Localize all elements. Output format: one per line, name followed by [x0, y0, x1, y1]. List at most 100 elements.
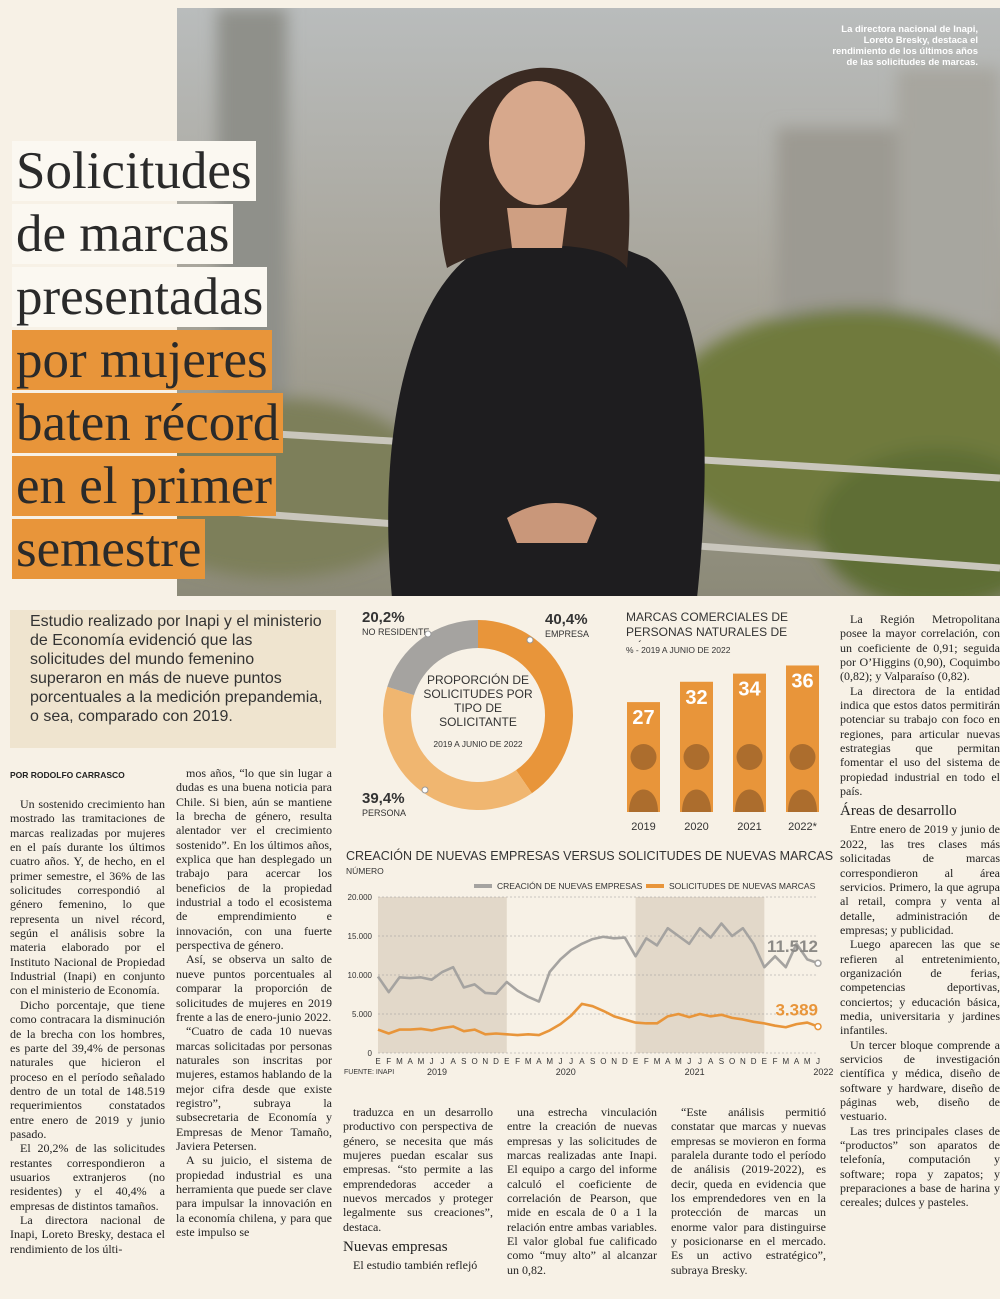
- figure-head: [789, 744, 816, 770]
- x-tick-label: F: [644, 1057, 649, 1066]
- y-tick-label: 10.000: [348, 971, 373, 980]
- paragraph: “Cuatro de cada 10 nuevas marcas solicit…: [176, 1024, 332, 1153]
- label-dot: [424, 630, 432, 638]
- paragraph: “Este análisis permitió constatar que ma…: [671, 1105, 826, 1277]
- x-tick-label: O: [729, 1057, 735, 1066]
- year-label: 2022: [813, 1067, 833, 1077]
- byline: POR RODOLFO CARRASCO: [10, 770, 125, 780]
- headline-line: presentadas: [12, 267, 268, 327]
- subhead: Nuevas empresas: [343, 1239, 448, 1256]
- photo: [177, 8, 1000, 596]
- x-tick-label: E: [504, 1057, 509, 1066]
- paragraph: A su juicio, el sistema de propiedad ind…: [176, 1153, 332, 1239]
- x-tick-label: M: [418, 1057, 425, 1066]
- bar: [733, 673, 766, 812]
- donut-title: PROPORCIÓN DE SOLICITUDES POR TIPO DE SO…: [423, 673, 533, 729]
- x-tick-label: J: [687, 1057, 691, 1066]
- bar-title-box: MARCAS COMERCIALES DE PERSONAS NATURALES…: [626, 610, 789, 642]
- x-tick-label: A: [665, 1057, 671, 1066]
- y-tick-label: 0: [368, 1049, 373, 1058]
- x-tick-label: A: [450, 1057, 456, 1066]
- donut-segment: [382, 686, 532, 810]
- bar-subtitle: % - 2019 A JUNIO DE 2022: [626, 645, 731, 655]
- bar-value: 27: [632, 707, 654, 729]
- donut-subtitle: 2019 A JUNIO DE 2022: [433, 739, 523, 749]
- end-label: 11.512: [767, 937, 818, 956]
- x-tick-label: E: [633, 1057, 638, 1066]
- x-tick-label: D: [751, 1057, 757, 1066]
- x-tick-label: S: [590, 1057, 595, 1066]
- y-axis-label: NÚMERO: [346, 866, 384, 876]
- lead: Estudio realizado por Inapi y el ministe…: [10, 610, 336, 748]
- x-tick-label: J: [569, 1057, 573, 1066]
- headline-line: baten récord: [12, 393, 284, 453]
- paragraph: mos años, “lo que sin lugar a dudas es u…: [176, 766, 332, 953]
- end-dot: [814, 959, 822, 967]
- x-tick-label: A: [794, 1057, 800, 1066]
- x-tick-label: J: [440, 1057, 444, 1066]
- value-label: 39,4%: [362, 790, 405, 807]
- figure-body: [682, 789, 711, 812]
- legend-label: CREACIÓN DE NUEVAS EMPRESAS: [497, 881, 643, 891]
- headline-line: semestre: [12, 519, 206, 579]
- donut-segment: [478, 620, 573, 794]
- x-tick-label: F: [515, 1057, 520, 1066]
- x-tick-label: M: [654, 1057, 661, 1066]
- x-tick-label: M: [525, 1057, 532, 1066]
- text-column: traduzca en un desarrollo productivo con…: [343, 1105, 493, 1297]
- paragraph: una estrecha vinculación entre la creaci…: [507, 1105, 657, 1277]
- paragraph: La Región Metropolitana posee la mayor c…: [840, 612, 1000, 684]
- x-tick-label: M: [396, 1057, 403, 1066]
- text-column: una estrecha vinculación entre la creaci…: [507, 1105, 657, 1297]
- paragraph: Así, se observa un salto de nueve puntos…: [176, 952, 332, 1024]
- paragraph: Entre enero de 2019 y junio de 2022, las…: [840, 822, 1000, 937]
- paragraph: traduzca en un desarrollo productivo con…: [343, 1105, 493, 1234]
- x-tick-label: A: [579, 1057, 585, 1066]
- paragraph: Las tres principales clases de “producto…: [840, 1123, 1000, 1210]
- bar-title: MARCAS COMERCIALES DE PERSONAS NATURALES…: [626, 610, 789, 642]
- x-tick-label: J: [558, 1057, 562, 1066]
- paragraph: Un tercer bloque comprende a servicios d…: [840, 1037, 1000, 1124]
- text-column: “Este análisis permitió constatar que ma…: [671, 1105, 826, 1297]
- x-tick-label: 2022*: [788, 821, 817, 833]
- bar-value: 36: [791, 670, 813, 692]
- x-tick-label: O: [600, 1057, 606, 1066]
- text-column: Un sostenido crecimiento han mostrado la…: [10, 797, 165, 1297]
- x-tick-label: J: [430, 1057, 434, 1066]
- figure-body: [735, 789, 764, 812]
- x-tick-label: D: [493, 1057, 499, 1066]
- value-label: 40,4%: [545, 611, 588, 628]
- text-column: mos años, “lo que sin lugar a dudas es u…: [176, 766, 332, 1297]
- x-tick-label: F: [386, 1057, 391, 1066]
- photo-caption: La directora nacional de Inapi, Loreto B…: [832, 24, 978, 68]
- label-dot: [421, 786, 429, 794]
- figure-head: [736, 744, 763, 770]
- legend-label: SOLICITUDES DE NUEVAS MARCAS: [669, 881, 816, 891]
- headline-line: Solicitudes: [12, 141, 256, 201]
- x-tick-label: F: [773, 1057, 778, 1066]
- x-tick-label: M: [782, 1057, 789, 1066]
- category-label: PERSONA: [362, 808, 406, 818]
- headline-line: en el primer: [12, 456, 277, 516]
- bar-value: 34: [738, 679, 761, 701]
- paragraph: La directora nacional de Inapi, Loreto B…: [10, 1212, 165, 1256]
- year-label: 2021: [685, 1067, 705, 1077]
- text-column: La Región Metropolitana posee la mayor c…: [840, 612, 1000, 1297]
- x-tick-label: M: [804, 1057, 811, 1066]
- x-tick-label: N: [482, 1057, 488, 1066]
- year-label: 2020: [556, 1067, 576, 1077]
- x-tick-label: J: [816, 1057, 820, 1066]
- chart-title: CREACIÓN DE NUEVAS EMPRESAS VERSUS SOLIC…: [346, 848, 833, 863]
- end-dot: [814, 1022, 822, 1031]
- category-label: NO RESIDENTE: [362, 627, 430, 637]
- label-dot: [526, 636, 534, 644]
- x-tick-label: J: [698, 1057, 702, 1066]
- figure-head: [683, 744, 710, 770]
- figure-body: [629, 789, 658, 812]
- end-label: 3.389: [775, 1001, 818, 1020]
- figure-body: [788, 789, 817, 812]
- x-tick-label: A: [536, 1057, 542, 1066]
- paragraph: El estudio también reflejó: [353, 1258, 478, 1273]
- line-series: [377, 1002, 819, 1037]
